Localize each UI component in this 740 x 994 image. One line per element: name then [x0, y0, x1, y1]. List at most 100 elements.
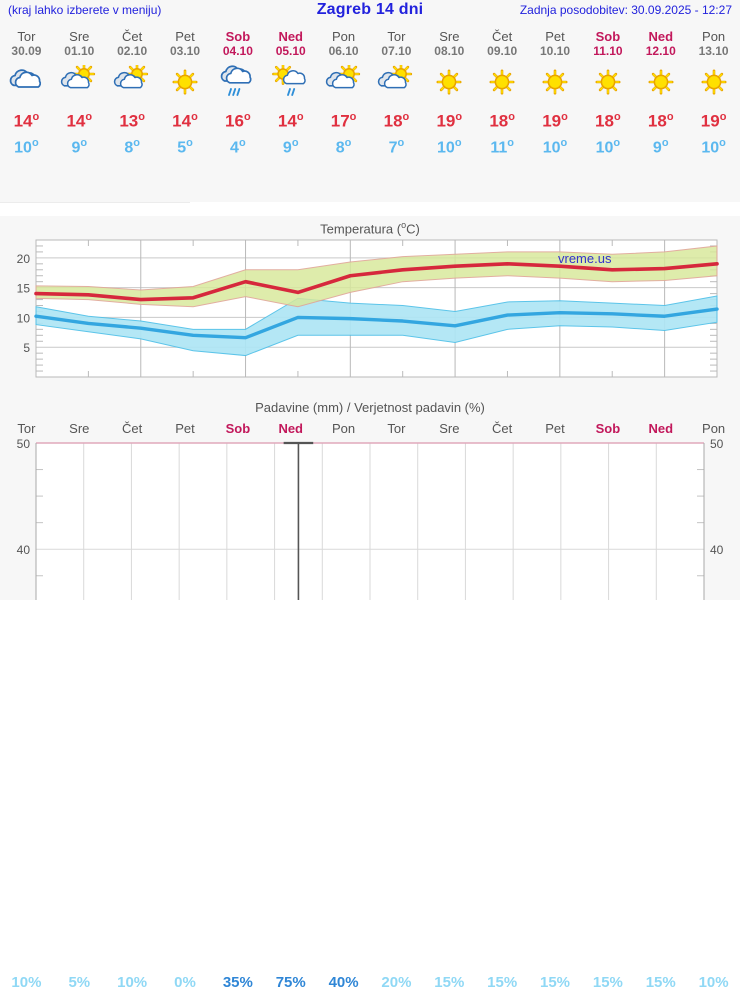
- temperature-max-value: 16: [225, 111, 244, 131]
- day-of-week: Sob: [225, 29, 251, 44]
- precip-y-tick-label: 50: [710, 437, 724, 451]
- divider-line: [0, 202, 190, 203]
- sunny-icon: [581, 61, 634, 103]
- day-column[interactable]: Sob 04.10 16o 4o: [211, 22, 264, 202]
- day-column[interactable]: Čet 09.10 18o 11o: [476, 22, 529, 202]
- temperature-min: 8o: [317, 133, 370, 158]
- degree-sign: o: [133, 136, 140, 149]
- day-column[interactable]: Čet 02.10 13o 8o: [106, 22, 159, 202]
- temperature-min: 4o: [211, 133, 264, 158]
- precipitation-probability: 20%: [381, 974, 412, 991]
- temperature-max-value: 19: [436, 111, 456, 131]
- temperature-min: 10o: [0, 133, 53, 158]
- degree-sign: o: [344, 136, 352, 149]
- precipitation-probability: 15%: [592, 974, 623, 991]
- temperature-min-value: 11: [490, 138, 508, 156]
- precip-y-tick-label: 50: [17, 437, 31, 451]
- day-date: 08.10: [434, 44, 465, 58]
- rain-icon: [211, 61, 264, 103]
- sunny-icon: [529, 61, 582, 103]
- cloudy-icon: [0, 61, 53, 103]
- degree-sign: o: [661, 136, 669, 149]
- day-of-week: Sre: [439, 29, 460, 44]
- temperature-max-value: 17: [330, 111, 350, 131]
- precipitation-day-label: Pet: [175, 421, 195, 436]
- precipitation-probability: 40%: [328, 974, 359, 991]
- temperature-max: 16o: [211, 106, 264, 133]
- temperature-min-value: 10: [437, 138, 455, 156]
- day-date: 05.10: [275, 44, 306, 58]
- degree-sign: o: [719, 136, 726, 149]
- day-column[interactable]: Sob 11.10 18o 10o: [581, 22, 634, 202]
- day-of-week: Pon: [332, 29, 356, 44]
- temp-y-tick-label: 15: [17, 282, 31, 296]
- day-of-week: Čet: [492, 29, 513, 44]
- degree-sign: o: [402, 111, 410, 123]
- precipitation-probability: 10%: [117, 974, 148, 991]
- partly-sunny-icon: [53, 61, 106, 103]
- precipitation-day-label: Čet: [492, 421, 513, 436]
- temperature-chart-panel: Temperatura (oC) 20 15 10 5 vreme.us: [0, 216, 740, 396]
- sunny-icon: [687, 61, 740, 103]
- temperature-min-value: 8: [335, 138, 345, 156]
- degree-sign: o: [560, 136, 568, 149]
- temperature-max: 18o: [581, 106, 634, 133]
- sunny-icon: [634, 61, 687, 103]
- location-hint: (kraj lahko izberete v meniju): [8, 3, 162, 17]
- temperature-chart-title-tail: C): [406, 221, 420, 237]
- day-date: 02.10: [117, 44, 148, 58]
- day-date: 12.10: [645, 44, 676, 58]
- top-bar: (kraj lahko izberete v meniju) Zagreb 14…: [0, 0, 740, 22]
- temperature-min-value: 10: [542, 138, 561, 156]
- day-column[interactable]: Sre 08.10 19o 10o: [423, 22, 476, 202]
- day-column[interactable]: Pon 13.10 19o 10o: [687, 22, 740, 202]
- day-date: 09.10: [487, 44, 518, 58]
- temperature-min-value: 8: [124, 138, 134, 156]
- day-column[interactable]: Ned 05.10 14o 9o: [264, 22, 317, 202]
- temperature-max-value: 14: [13, 111, 33, 131]
- temperature-max: 19o: [423, 106, 476, 133]
- temperature-chart-title: Temperatura (oC): [0, 220, 740, 236]
- precipitation-probability: 15%: [487, 974, 518, 991]
- precipitation-probability: 0%: [174, 974, 196, 991]
- day-column[interactable]: Pet 03.10 14o 5o: [159, 22, 212, 202]
- temperature-max: 18o: [370, 106, 423, 133]
- day-column[interactable]: Tor 30.09 14o 10o: [0, 22, 53, 202]
- day-date: 10.10: [540, 44, 571, 58]
- precipitation-probability: 35%: [222, 974, 253, 991]
- precipitation-probability: 15%: [434, 974, 465, 991]
- temperature-min: 9o: [53, 133, 106, 158]
- temp-y-tick-label: 5: [23, 341, 30, 355]
- daily-forecast-columns: Tor 30.09 14o 10o Sre 01.10 14o 9o Čet 02.10 13o 8o…: [0, 22, 740, 202]
- day-column[interactable]: Tor 07.10 18o 7o: [370, 22, 423, 202]
- temperature-min: 7o: [370, 133, 423, 158]
- precipitation-day-label: Sob: [225, 421, 251, 436]
- day-column[interactable]: Ned 12.10 18o 9o: [634, 22, 687, 202]
- daily-forecast-strip: Tor 30.09 14o 10o Sre 01.10 14o 9o Čet 02.10 13o 8o…: [0, 22, 740, 202]
- degree-sign: o: [186, 136, 193, 149]
- degree-sign: o: [349, 111, 357, 123]
- degree-sign: o: [80, 136, 88, 149]
- temperature-chart-svg: 20 15 10 5: [17, 239, 719, 378]
- precipitation-day-label: Pet: [545, 421, 565, 436]
- temperature-min-value: 10: [14, 138, 32, 156]
- precipitation-chart-svg: 5050404030302020101000: [17, 437, 724, 600]
- day-column[interactable]: Sre 01.10 14o 9o: [53, 22, 106, 202]
- temperature-max: 14o: [0, 106, 53, 133]
- precipitation-day-label: Ned: [278, 421, 303, 436]
- precipitation-day-label: Sre: [69, 421, 90, 436]
- day-column[interactable]: Pet 10.10 19o 10o: [529, 22, 582, 202]
- temperature-min: 9o: [264, 133, 317, 158]
- precipitation-day-label: Pon: [702, 421, 726, 436]
- temperature-max-value: 14: [172, 111, 192, 131]
- temperature-min-value: 9: [652, 138, 662, 156]
- degree-sign: o: [454, 136, 462, 149]
- section-gap: [0, 202, 740, 216]
- precip-y-tick-label: 40: [710, 543, 724, 557]
- degree-sign: o: [613, 111, 621, 123]
- day-column[interactable]: Pon 06.10 17o 8o: [317, 22, 370, 202]
- day-of-week: Tor: [387, 29, 406, 44]
- precipitation-probability: 75%: [275, 974, 306, 991]
- precipitation-day-label: Pon: [332, 421, 356, 436]
- degree-sign: o: [507, 136, 514, 149]
